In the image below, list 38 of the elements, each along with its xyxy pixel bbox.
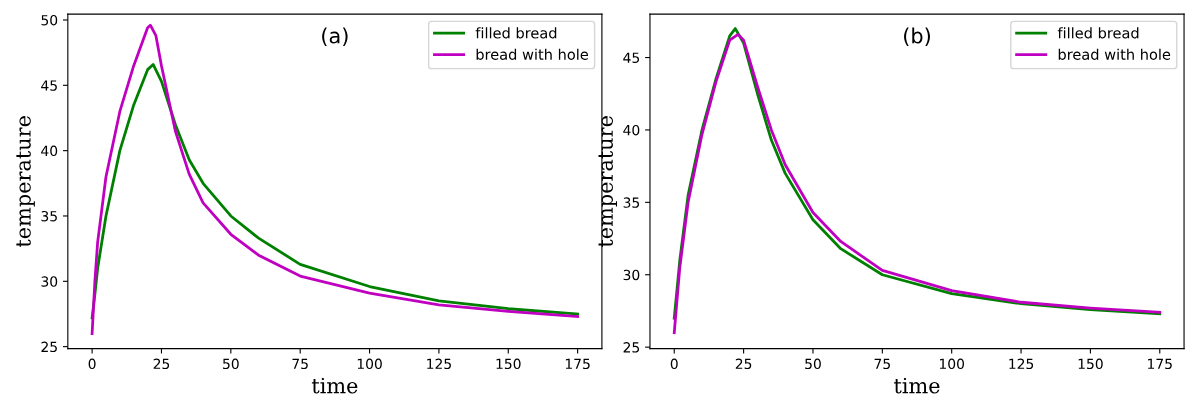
line-series xyxy=(90,63,580,320)
x-tick-label: 125 xyxy=(1009,358,1034,370)
x-tick-label: 100 xyxy=(939,358,965,370)
y-tick-label: 40 xyxy=(623,124,640,136)
x-tick-label: 50 xyxy=(223,358,239,370)
x-tick-label: 150 xyxy=(496,358,521,370)
x-tick-label: 125 xyxy=(427,358,451,370)
x-tick-label: 25 xyxy=(153,358,170,370)
y-tick-label: 40 xyxy=(41,145,58,157)
x-tick-label: 175 xyxy=(565,358,590,370)
y-tick-label: 25 xyxy=(623,342,640,353)
legend-label: filled bread xyxy=(475,27,557,39)
x-tick-label: 75 xyxy=(874,358,890,370)
y-tick-label: 50 xyxy=(41,14,58,26)
annotation: (a) xyxy=(322,27,348,47)
x-tick-label: 175 xyxy=(1148,358,1172,370)
y-tick-label: 30 xyxy=(41,276,58,287)
annotation: (b) xyxy=(904,27,930,47)
legend-label: bread with hole xyxy=(1058,48,1171,60)
y-tick-label: 45 xyxy=(41,80,57,91)
y-axis-title: temperature xyxy=(16,116,35,248)
x-axis-title: time xyxy=(311,377,358,394)
x-axis-title: time xyxy=(894,377,940,394)
y-tick-label: 35 xyxy=(623,197,640,208)
y-axis-title: temperature xyxy=(598,116,618,248)
legend-label: bread with hole xyxy=(476,48,589,60)
x-tick-label: 100 xyxy=(357,358,382,370)
x-tick-label: 0 xyxy=(88,358,96,370)
x-tick-label: 75 xyxy=(292,358,308,370)
legend-label: filled bread xyxy=(1057,27,1139,39)
x-tick-label: 25 xyxy=(735,358,752,370)
y-tick-label: 30 xyxy=(623,269,640,281)
y-tick-label: 35 xyxy=(41,210,57,222)
x-tick-label: 0 xyxy=(670,358,678,370)
x-tick-label: 50 xyxy=(805,358,821,370)
x-tick-label: 150 xyxy=(1078,358,1103,370)
y-tick-label: 45 xyxy=(623,52,640,64)
y-tick-label: 25 xyxy=(41,341,57,353)
